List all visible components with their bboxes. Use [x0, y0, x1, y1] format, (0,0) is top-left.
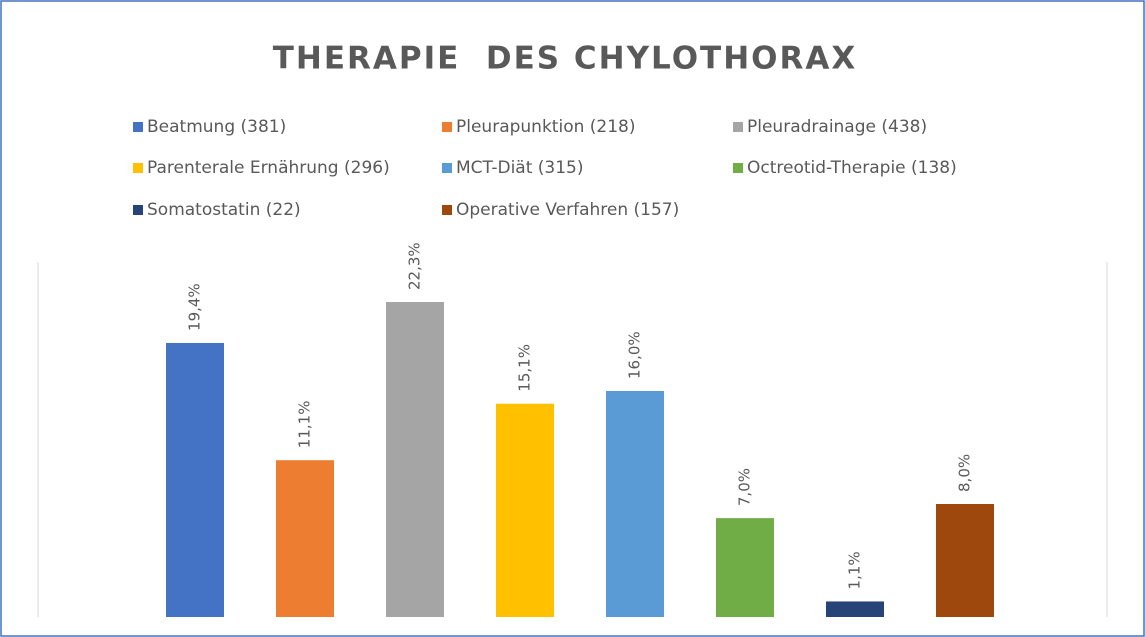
legend-swatch: [442, 163, 452, 173]
bar: [936, 503, 994, 617]
bar: [276, 460, 334, 617]
bar: [826, 601, 884, 617]
legend-swatch: [442, 122, 452, 132]
legend-swatch: [442, 205, 452, 215]
bar: [716, 518, 774, 617]
data-label: 16,0%: [626, 331, 644, 379]
data-label: 1,1%: [846, 551, 864, 589]
data-label: 7,0%: [736, 468, 754, 506]
data-label: 19,4%: [186, 283, 204, 331]
legend-label: Beatmung (381): [147, 117, 286, 137]
bar: [496, 403, 554, 617]
legend-swatch: [133, 122, 143, 132]
legend-label: Octreotid-Therapie (138): [747, 158, 957, 178]
bar: [166, 342, 224, 617]
legend-swatch: [733, 163, 743, 173]
data-label: 11,1%: [296, 401, 314, 449]
legend-swatch: [133, 163, 143, 173]
data-label: 8,0%: [956, 454, 974, 492]
data-label: 22,3%: [406, 242, 424, 290]
legend-label: Somatostatin (22): [147, 200, 301, 220]
legend-swatch: [733, 122, 743, 132]
legend-label: Pleuradrainage (438): [747, 117, 927, 137]
legend-label: Pleurapunktion (218): [456, 117, 635, 137]
bar: [386, 302, 444, 617]
chart-title: THERAPIE DES CHYLOTHORAX: [273, 41, 858, 77]
data-label: 15,1%: [516, 344, 534, 392]
bar: [606, 390, 664, 617]
legend-swatch: [133, 205, 143, 215]
legend-label: MCT-Diät (315): [456, 158, 584, 178]
legend-label: Parenterale Ernährung (296): [147, 158, 390, 178]
legend-label: Operative Verfahren (157): [456, 200, 679, 220]
